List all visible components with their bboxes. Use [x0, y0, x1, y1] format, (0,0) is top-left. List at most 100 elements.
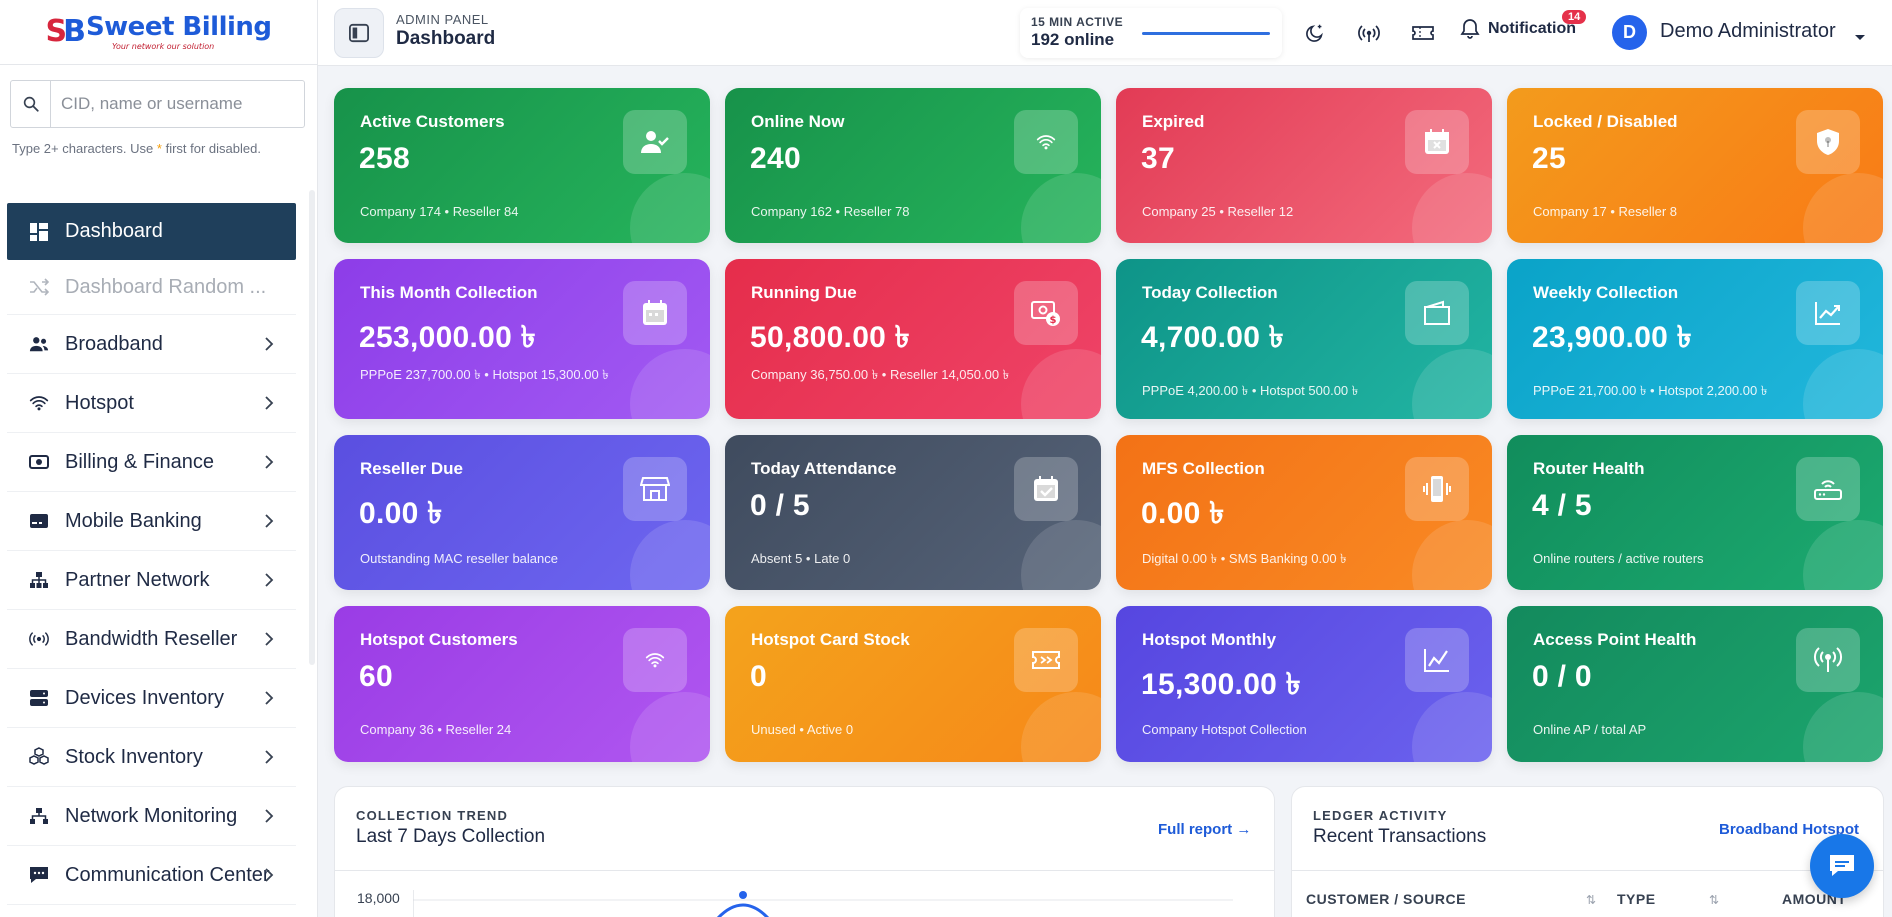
stat-card-locked-disabled[interactable]: Locked / Disabled 25 Company 17 • Reseller… [1507, 88, 1883, 243]
stat-card-hotspot-customers[interactable]: Hotspot Customers 60 Company 36 • Reseller… [334, 606, 710, 762]
column-header-type[interactable]: TYPE [1617, 891, 1656, 907]
stat-card-mfs-collection[interactable]: MFS Collection 0.00 ৳ Digital 0.00 ৳ • SMS… [1116, 435, 1492, 590]
broadcast-icon[interactable] [1356, 20, 1382, 46]
brand-name: Sweet Billing [85, 11, 272, 42]
y-axis-tick: 18,000 [357, 890, 400, 906]
brand-logo[interactable]: SB Sweet Billing Your network our soluti… [0, 0, 317, 65]
money-icon [29, 452, 49, 472]
sidebar-item-label: Dashboard Random ... [65, 275, 267, 298]
trend-point [739, 891, 747, 899]
panel-title: Last 7 Days Collection [356, 826, 546, 847]
card-title: Weekly Collection [1533, 283, 1679, 302]
stat-card-active-customers[interactable]: Active Customers 258 Company 174 • Reselle… [334, 88, 710, 243]
chevron-right-icon [264, 394, 274, 417]
card-subtitle: Company 36 • Reseller 24 [360, 722, 512, 737]
stat-card-access-point-health[interactable]: Access Point Health 0 / 0 Online AP / tota… [1507, 606, 1883, 762]
stat-card-today-attendance[interactable]: Today Attendance 0 / 5 Absent 5 • Late 0 [725, 435, 1101, 590]
sort-icon[interactable]: ⇅ [1586, 893, 1597, 907]
card-subtitle: Company 36,750.00 ৳ • Reseller 14,050.00… [751, 367, 1010, 382]
sidebar-item-partner-network[interactable]: Partner Network [7, 551, 296, 610]
sidebar-item-billing-finance[interactable]: Billing & Finance [7, 433, 296, 492]
card-value: 50,800.00 ৳ [750, 321, 911, 354]
sort-icon[interactable]: ⇅ [1709, 893, 1720, 907]
card-subtitle: Company Hotspot Collection [1142, 722, 1307, 737]
sidebar-item-devices-inventory[interactable]: Devices Inventory [7, 669, 296, 728]
sidebar-item-broadband[interactable]: Broadband [7, 315, 296, 374]
sidebar-scrollbar[interactable] [309, 190, 315, 665]
stat-card-router-health[interactable]: Router Health 4 / 5 Online routers / activ… [1507, 435, 1883, 590]
card-title: Active Customers [360, 112, 505, 131]
money-due-icon: $ [1014, 281, 1078, 345]
stat-card-hotspot-card-stock[interactable]: Hotspot Card Stock 0 Unused • Active 0 [725, 606, 1101, 762]
stat-card-hotspot-monthly[interactable]: Hotspot Monthly 15,300.00 ৳ Company Hotspo… [1116, 606, 1492, 762]
card-value: 60 [359, 660, 393, 693]
active-users-widget[interactable]: 15 MIN ACTIVE 192 online [1020, 8, 1282, 58]
search-input[interactable] [51, 94, 291, 114]
card-title: Expired [1142, 112, 1205, 131]
chat-icon [1830, 855, 1854, 876]
sidebar-item-network-monitoring[interactable]: Network Monitoring [7, 787, 296, 846]
sidebar-item-dashboard[interactable]: Dashboard [7, 203, 296, 260]
sidebar-nav: Dashboard Dashboard Random ... Broadband Ho… [7, 203, 296, 905]
card-value: 0 [750, 660, 767, 693]
column-header-customer[interactable]: CUSTOMER / SOURCE [1306, 891, 1466, 907]
panel-label: ADMIN PANEL [396, 12, 489, 27]
avatar[interactable]: D [1612, 15, 1647, 50]
sidebar-item-communication-center[interactable]: Communication Center [7, 846, 296, 905]
sidebar-toggle-button[interactable] [334, 8, 384, 58]
store-icon [623, 457, 687, 521]
chat-support-button[interactable] [1810, 834, 1874, 898]
active-label: 15 MIN ACTIVE [1031, 15, 1124, 29]
sidebar-item-mobile-banking[interactable]: Mobile Banking [7, 492, 296, 551]
ledger-panel: LEDGER ACTIVITY Recent Transactions Broa… [1291, 786, 1884, 917]
card-title: Running Due [751, 283, 857, 302]
card-value: 25 [1532, 142, 1566, 175]
ticket-icon[interactable] [1410, 20, 1436, 46]
card-title: Access Point Health [1533, 630, 1697, 649]
card-value: 240 [750, 142, 801, 175]
search-hint: Type 2+ characters. Use * first for disa… [12, 141, 261, 156]
network-icon [29, 806, 49, 826]
card-title: Router Health [1533, 459, 1645, 478]
ledger-filter-link[interactable]: Broadband Hotspot [1719, 821, 1859, 838]
sidebar-item-hotspot[interactable]: Hotspot [7, 374, 296, 433]
card-value: 4,700.00 ৳ [1141, 321, 1285, 354]
card-subtitle: Company 25 • Reseller 12 [1142, 204, 1294, 219]
top-header: ADMIN PANEL Dashboard 15 MIN ACTIVE 192 … [318, 0, 1892, 66]
brand-tagline: Your network our solution [111, 41, 215, 51]
stat-card-running-due[interactable]: Running Due 50,800.00 ৳ Company 36,750.00 … [725, 259, 1101, 419]
card-subtitle: PPPoE 21,700.00 ৳ • Hotspot 2,200.00 ৳ [1533, 383, 1768, 398]
sidebar-item-stock-inventory[interactable]: Stock Inventory [7, 728, 296, 787]
chevron-right-icon [264, 866, 274, 889]
sidebar-item-label: Stock Inventory [65, 745, 203, 768]
stat-card-this-month-collection[interactable]: This Month Collection 253,000.00 ৳ PPPoE 2… [334, 259, 710, 419]
stat-card-today-collection[interactable]: Today Collection 4,700.00 ৳ PPPoE 4,200.00… [1116, 259, 1492, 419]
full-report-link[interactable]: Full report → [1158, 821, 1252, 838]
shuffle-icon [29, 277, 49, 297]
sidebar-item-bandwidth-reseller[interactable]: Bandwidth Reseller [7, 610, 296, 669]
access-point-icon [1796, 628, 1860, 692]
card-subtitle: PPPoE 237,700.00 ৳ • Hotspot 15,300.00 ৳ [360, 367, 609, 382]
sidebar-item-label: Dashboard [65, 220, 163, 242]
user-menu-name[interactable]: Demo Administrator [1660, 20, 1836, 42]
stat-card-online-now[interactable]: Online Now 240 Company 162 • Reseller 78 [725, 88, 1101, 243]
card-title: Online Now [751, 112, 845, 131]
sidebar-item-dashboard-random[interactable]: Dashboard Random ... [7, 260, 296, 315]
card-value: 0 / 0 [1532, 660, 1592, 693]
card-value: 4 / 5 [1532, 489, 1592, 522]
stat-card-expired[interactable]: Expired 37 Company 25 • Reseller 12 [1116, 88, 1492, 243]
wifi-icon [29, 393, 49, 413]
activity-sparkline [1142, 32, 1270, 35]
calendar-check-icon [1014, 457, 1078, 521]
caret-down-icon[interactable] [1854, 27, 1866, 46]
stat-card-reseller-due[interactable]: Reseller Due 0.00 ৳ Outstanding MAC resell… [334, 435, 710, 590]
customer-search[interactable] [10, 80, 305, 128]
notification-button[interactable]: Notification [1460, 18, 1576, 40]
divider [335, 870, 1274, 871]
theme-toggle-icon[interactable] [1302, 20, 1328, 46]
card-value: 0.00 ৳ [359, 497, 443, 530]
card-subtitle: Company 17 • Reseller 8 [1533, 204, 1678, 219]
wallet-icon [1405, 281, 1469, 345]
chevron-right-icon [264, 807, 274, 830]
stat-card-weekly-collection[interactable]: Weekly Collection 23,900.00 ৳ PPPoE 21,700… [1507, 259, 1883, 419]
